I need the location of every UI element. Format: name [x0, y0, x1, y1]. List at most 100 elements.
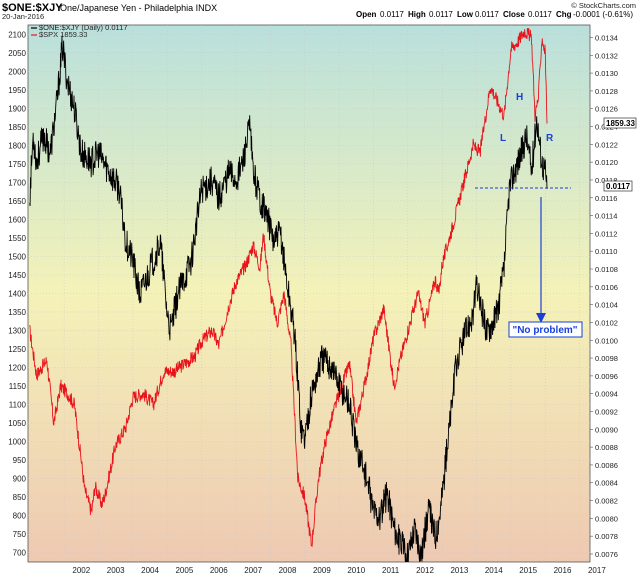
y-right-tick-label: 0.0080 [595, 514, 618, 523]
one-last-value: 0.0117 [606, 182, 631, 191]
x-tick-label: 2017 [588, 566, 606, 575]
y-left-tick-label: 1600 [8, 215, 26, 224]
spx-last-tag [603, 117, 637, 129]
y-right-tick-label: 0.0078 [595, 532, 618, 541]
y-left-tick-label: 1150 [9, 382, 27, 391]
y-right-tick-label: 0.0130 [595, 69, 618, 78]
y-right-tick-label: 0.0134 [595, 33, 618, 42]
x-tick-label: 2007 [244, 566, 262, 575]
y-left-tick-label: 1550 [8, 234, 26, 243]
chart-symbol: $ONE:$XJY [2, 2, 63, 14]
x-tick-label: 2006 [210, 566, 228, 575]
chart-instrument-name: One/Japanese Yen - Philadelphia INDX [60, 3, 217, 13]
y-left-tick-label: 2050 [8, 49, 26, 58]
y-right-tick-label: 0.0092 [595, 407, 618, 416]
y-right-tick-label: 0.0094 [595, 390, 618, 399]
y-left-tick-label: 1500 [8, 252, 26, 261]
y-right-tick-label: 0.0086 [595, 461, 618, 470]
close-value: 0.0117 [528, 10, 552, 19]
y-right-tick-label: 0.0104 [595, 301, 618, 310]
y-right-tick-label: 0.0100 [595, 336, 618, 345]
open-value: 0.0117 [380, 10, 404, 19]
chg-label: Chg [556, 10, 572, 19]
low-label: Low [457, 10, 474, 19]
y-left-tick-label: 1800 [8, 141, 26, 150]
one-last-tag [603, 180, 633, 192]
y-right-tick-label: 0.0106 [595, 283, 618, 292]
y-right-tick-label: 0.0116 [595, 194, 617, 203]
y-right-tick-label: 0.0112 [595, 229, 617, 238]
target-arrow-head [536, 313, 546, 323]
y-right-tick-label: 0.0126 [595, 105, 618, 114]
x-tick-label: 2012 [416, 566, 434, 575]
no-problem-box [508, 321, 583, 338]
close-label: Close [503, 10, 525, 19]
y-left-tick-label: 1050 [8, 419, 26, 428]
legend-one: $ONE:$XJY (Daily) 0.0117 [39, 23, 128, 32]
y-left-tick-label: 1450 [8, 271, 26, 280]
y-left-tick-label: 2100 [8, 30, 26, 39]
chart-date: 20-Jan-2016 [2, 12, 44, 21]
y-right-tick-label: 0.0108 [595, 265, 618, 274]
y-left-tick-label: 800 [13, 512, 27, 521]
annotation-right-shoulder: R [546, 133, 554, 144]
annotation-head: H [516, 92, 523, 103]
y-left-tick-label: 700 [13, 549, 27, 558]
y-right-tick-label: 0.0132 [595, 51, 618, 60]
series-line-one-xjy [29, 35, 548, 562]
y-left-tick-label: 1300 [8, 327, 26, 336]
x-axis: 2002 2003 2004 2005 2006 2007 2008 2009 2010 2011… [72, 566, 606, 575]
y-left-tick-label: 900 [13, 475, 27, 484]
y-left-tick-label: 1700 [8, 178, 26, 187]
x-tick-label: 2015 [519, 566, 537, 575]
x-tick-label: 2013 [450, 566, 468, 575]
legend-spx: $SPX 1859.33 [39, 30, 87, 39]
y-axis-right: 0.0076 0.0078 0.0080 0.0082 0.0084 0.0086 0.00… [590, 33, 618, 559]
y-right-tick-label: 0.0090 [595, 425, 618, 434]
y-right-tick-label: 0.0084 [595, 479, 618, 488]
y-left-tick-label: 1000 [8, 438, 26, 447]
y-left-tick-label: 1850 [8, 123, 26, 132]
high-label: High [408, 10, 426, 19]
high-value: 0.0117 [429, 10, 453, 19]
spx-last-value: 1859.33 [606, 119, 635, 128]
y-left-tick-label: 950 [13, 456, 27, 465]
y-right-tick-label: 0.0110 [595, 247, 617, 256]
x-tick-label: 2009 [313, 566, 331, 575]
annotation-left-shoulder: L [500, 133, 506, 144]
y-left-tick-label: 1250 [8, 345, 26, 354]
y-right-tick-label: 0.0076 [595, 550, 618, 559]
y-right-tick-label: 0.0098 [595, 354, 618, 363]
no-problem-label: "No problem" [512, 325, 577, 336]
y-left-tick-label: 1750 [8, 160, 26, 169]
y-right-tick-label: 0.0122 [595, 140, 618, 149]
y-right-tick-label: 0.0102 [595, 318, 618, 327]
x-tick-label: 2002 [72, 566, 90, 575]
y-left-tick-label: 1650 [8, 197, 26, 206]
y-right-tick-label: 0.0128 [595, 87, 618, 96]
y-left-tick-label: 750 [13, 530, 27, 539]
y-left-tick-label: 1200 [8, 364, 26, 373]
x-tick-label: 2004 [141, 566, 159, 575]
y-right-tick-label: 0.0082 [595, 497, 618, 506]
y-right-tick-label: 0.0114 [595, 212, 617, 221]
x-tick-label: 2003 [107, 566, 125, 575]
y-right-tick-label: 0.0096 [595, 372, 618, 381]
y-left-tick-label: 1350 [8, 308, 26, 317]
watermark: © StockCharts.com [571, 1, 636, 10]
low-value: 0.0117 [475, 10, 499, 19]
y-left-tick-label: 1950 [8, 86, 26, 95]
y-right-tick-label: 0.0088 [595, 443, 618, 452]
y-left-tick-label: 1400 [8, 290, 26, 299]
grid [28, 25, 590, 562]
y-right-tick-label: 0.0118 [595, 176, 617, 185]
y-right-tick-label: 0.0120 [595, 158, 618, 167]
open-label: Open [356, 10, 377, 19]
x-tick-label: 2011 [382, 566, 400, 575]
series-line-spx [29, 28, 548, 548]
x-tick-label: 2010 [347, 566, 365, 575]
x-tick-label: 2016 [554, 566, 572, 575]
x-tick-label: 2014 [485, 566, 503, 575]
y-left-tick-label: 850 [13, 493, 27, 502]
